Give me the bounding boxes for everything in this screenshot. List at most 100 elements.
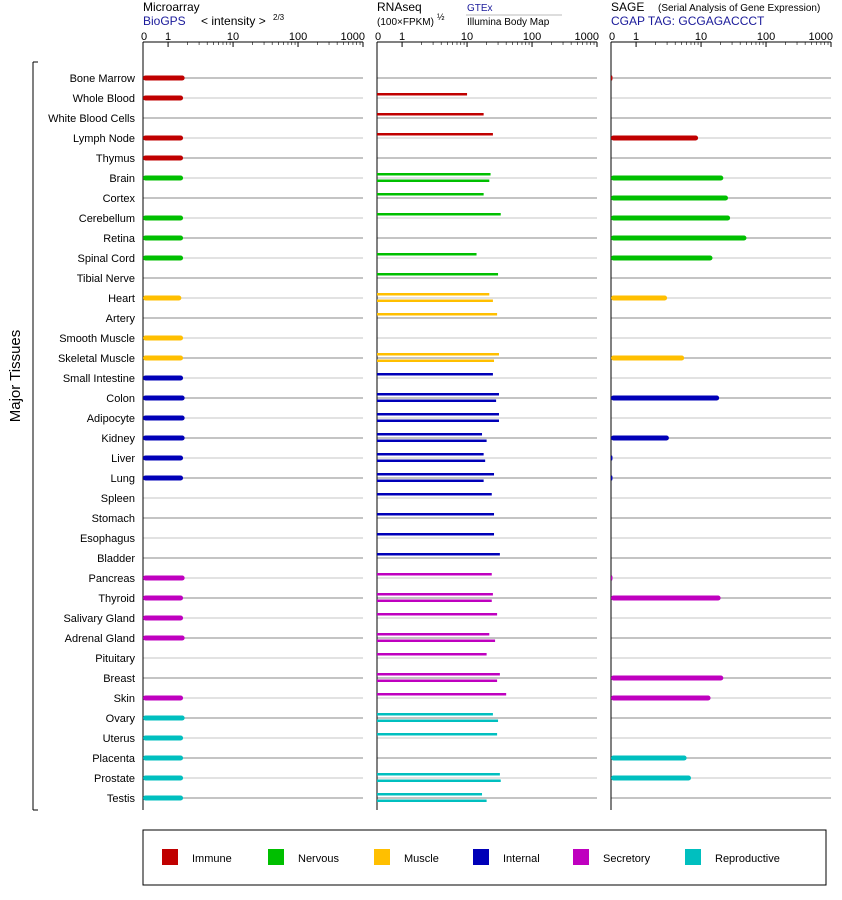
rnaseq-bar-gtex: [377, 113, 484, 116]
sage-bar: [611, 195, 729, 201]
legend-swatch: [268, 849, 284, 865]
axis-tick-label: 1000: [341, 31, 365, 43]
tissue-label: Stomach: [92, 513, 135, 525]
legend-label: Nervous: [298, 853, 339, 865]
fpkm-scale-label: (100×FPKM): [377, 17, 434, 28]
axis-tick-label: 0: [141, 31, 147, 43]
tissue-label: Adrenal Gland: [65, 633, 135, 645]
rnaseq-bar-gtex: [377, 173, 491, 176]
tissue-label: Prostate: [94, 773, 135, 785]
rnaseq-bar-gtex: [377, 373, 493, 376]
microarray-bar: [143, 775, 184, 781]
sage-bar: [611, 75, 613, 81]
rnaseq-bar-gtex: [377, 733, 498, 736]
microarray-bar: [143, 595, 184, 601]
rnaseq-bar-gtex: [377, 513, 495, 516]
rnaseq-bar-gtex: [377, 493, 492, 496]
tissue-label: Brain: [109, 173, 135, 185]
sage-bar: [611, 455, 613, 461]
axis-tick-label: 1: [165, 31, 171, 43]
rnaseq-bar-gtex: [377, 693, 507, 696]
rnaseq-bar-gtex: [377, 773, 500, 776]
sage-bar: [611, 215, 731, 221]
microarray-bar: [143, 635, 185, 641]
sage-bar: [611, 435, 669, 441]
expression-bars: [143, 75, 747, 802]
sage-bar: [611, 595, 721, 601]
sage-bar: [611, 175, 724, 181]
tissue-label: Lung: [111, 473, 135, 485]
tissue-label: Pancreas: [89, 573, 136, 585]
tissue-label: Smooth Muscle: [59, 333, 135, 345]
intensity-scale-label: < intensity >: [201, 14, 266, 28]
microarray-bar: [143, 395, 185, 401]
microarray-bar: [143, 215, 184, 221]
legend-item-muscle: Muscle: [374, 849, 439, 865]
rnaseq-bar-gtex: [377, 293, 490, 296]
microarray-bar: [143, 575, 185, 581]
tissue-label: Lymph Node: [73, 133, 135, 145]
tissue-label: Whole Blood: [73, 93, 135, 105]
tissue-label: Skeletal Muscle: [58, 353, 135, 365]
microarray-bar: [143, 155, 184, 161]
tissue-label: Testis: [107, 793, 136, 805]
sage-bar: [611, 395, 720, 401]
tissue-label: Thyroid: [98, 593, 135, 605]
sage-bar: [611, 575, 613, 581]
microarray-bar: [143, 175, 184, 181]
tissue-label: Bone Marrow: [70, 73, 135, 85]
rnaseq-bar-illumina: [377, 399, 497, 402]
rnaseq-bar-gtex: [377, 253, 477, 256]
rnaseq-bar-illumina: [377, 299, 493, 302]
tissue-label: Small Intestine: [63, 373, 135, 385]
sage-bar: [611, 775, 691, 781]
microarray-bar: [143, 795, 184, 801]
legend-items: Immune Nervous Muscle Internal Secretory Repr…: [162, 849, 780, 865]
rnaseq-bar-gtex: [377, 673, 500, 676]
rnaseq-bar-gtex: [377, 433, 483, 436]
tissue-label: Bladder: [97, 553, 135, 565]
rnaseq-bar-gtex: [377, 193, 484, 196]
y-axis: Major Tissues: [7, 61, 38, 811]
microarray-bar: [143, 235, 184, 241]
tissue-label: Ovary: [106, 713, 136, 725]
tissue-label: Cerebellum: [79, 213, 135, 225]
microarray-bar: [143, 295, 182, 301]
legend-swatch: [162, 849, 178, 865]
microarray-header: Microarray BioGPS < intensity > 2/3: [143, 0, 285, 28]
cgap-tag-link[interactable]: CGAP TAG: GCGAGACCCT: [611, 14, 765, 28]
rnaseq-bar-illumina: [377, 779, 501, 782]
axis-tick-label: 0: [375, 31, 381, 43]
sage-bar: [611, 295, 668, 301]
legend-label: Reproductive: [715, 853, 780, 865]
sage-bar: [611, 235, 747, 241]
tissue-label: Pituitary: [95, 653, 135, 665]
axis-tick-label: 10: [695, 31, 707, 43]
legend-swatch: [573, 849, 589, 865]
tissue-label: Salivary Gland: [63, 613, 135, 625]
rnaseq-title: RNAseq: [377, 0, 422, 14]
axis-tick-label: 1: [399, 31, 405, 43]
sage-bar: [611, 475, 613, 481]
tissue-label: Thymus: [96, 153, 136, 165]
tissue-label: White Blood Cells: [48, 113, 135, 125]
rnaseq-bar-gtex: [377, 273, 499, 276]
rnaseq-bar-illumina: [377, 719, 499, 722]
legend: Immune Nervous Muscle Internal Secretory Repr…: [142, 829, 827, 886]
microarray-bar: [143, 455, 184, 461]
gtex-link[interactable]: GTEx: [467, 3, 493, 14]
y-axis-title: Major Tissues: [7, 330, 24, 423]
microarray-bar: [143, 755, 184, 761]
intensity-exponent: 2/3: [273, 13, 285, 22]
sage-bar: [611, 135, 699, 141]
rnaseq-bar-gtex: [377, 473, 495, 476]
rnaseq-bar-gtex: [377, 713, 493, 716]
sage-title: SAGE: [611, 0, 644, 14]
illumina-body-map-label: Illumina Body Map: [467, 17, 550, 28]
legend-item-internal: Internal: [473, 849, 540, 865]
tissue-label: Artery: [106, 313, 136, 325]
biogps-link[interactable]: BioGPS: [143, 14, 186, 28]
legend-label: Internal: [503, 853, 540, 865]
tissue-label: Tibial Nerve: [77, 273, 135, 285]
legend-label: Secretory: [603, 853, 651, 865]
